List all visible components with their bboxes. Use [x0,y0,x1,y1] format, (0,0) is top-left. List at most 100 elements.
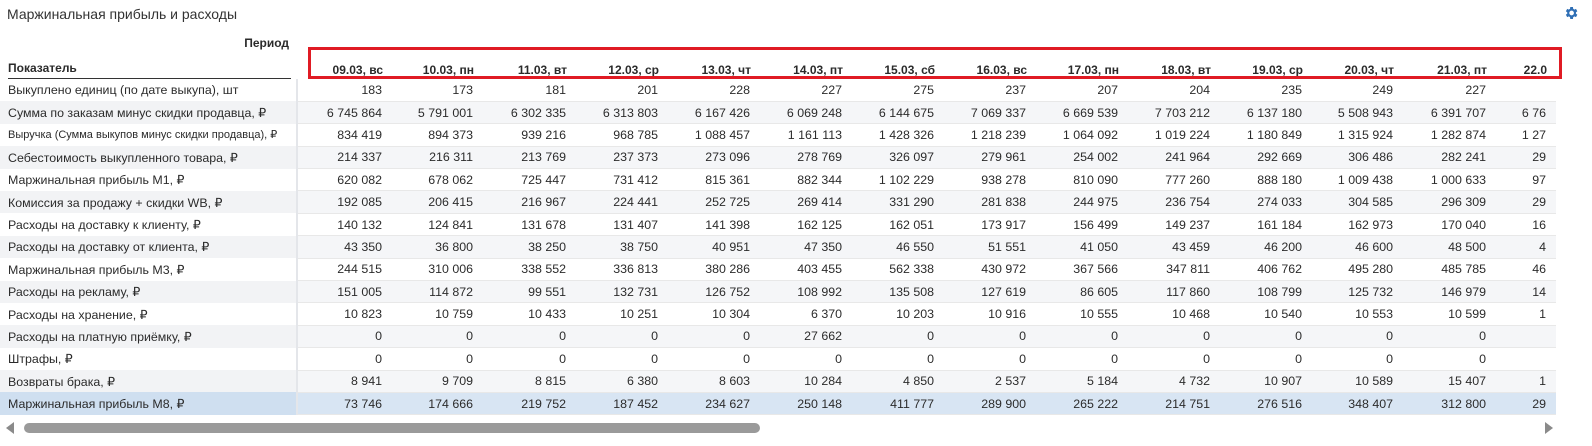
table-cell: 38 750 [576,235,668,259]
date-column-header[interactable]: 20.03, чт [1344,62,1394,77]
date-column-header[interactable]: 17.03, пн [1067,62,1119,77]
table-row[interactable]: Маржинальная прибыль М3, ₽244 515 310 006… [0,258,1556,282]
table-cell: 275 [852,79,944,102]
table-cell: 146 979 [1403,280,1496,304]
table-cell: 0 [392,347,483,371]
table-cell: 0 [944,325,1036,349]
date-column-header[interactable]: 19.03, ср [1252,62,1303,77]
table-cell: 5 508 943 [1312,101,1403,125]
table-cell: 213 769 [483,146,576,170]
table-cell: 192 085 [297,190,392,214]
table-cell: 894 373 [392,123,483,147]
table-cell: 0 [1312,347,1403,371]
row-label: Штрафы, ₽ [0,347,298,371]
date-column-header[interactable]: 16.03, вс [976,62,1027,77]
table-cell: 888 180 [1220,168,1312,192]
date-column-header[interactable]: 09.03, вс [332,62,383,77]
table-cell: 6 144 675 [852,101,944,125]
table-row[interactable]: Расходы на хранение, ₽10 823 10 759 10 433… [0,302,1556,326]
table-cell: 6 391 707 [1403,101,1496,125]
table-cell: 4 [1496,235,1556,259]
table-cell: 162 973 [1312,213,1403,237]
horizontal-scrollbar[interactable] [0,421,1574,437]
table-cell: 43 459 [1128,235,1220,259]
date-column-header[interactable]: 21.03, пт [1437,62,1487,77]
date-column-header[interactable]: 12.03, ср [608,62,659,77]
table-cell: 4 732 [1128,370,1220,393]
table-row[interactable]: Выкуплено единиц (по дате выкупа), шт 183… [0,79,1556,102]
table-cell: 306 486 [1312,146,1403,170]
table-cell: 304 585 [1312,190,1403,214]
table-cell: 126 752 [668,280,760,304]
table-cell: 46 [1496,258,1556,282]
table-row[interactable]: Себестоимость выкупленного товара, ₽214 … [0,146,1556,170]
table-row[interactable]: Штрафы, ₽0 0 0 0 0 0 0 0 0 0 0 0 0 [0,347,1556,371]
table-row[interactable]: Расходы на платную приёмку, ₽0 0 0 0 0 27 662… [0,325,1556,349]
table-row[interactable]: Выручка (Сумма выкупов минус скидки прод… [0,123,1556,147]
table-cell: 485 785 [1403,258,1496,282]
date-column-header[interactable]: 15.03, сб [884,62,935,77]
table-cell: 0 [483,347,576,371]
table-cell: 0 [576,325,668,349]
table-cell: 108 799 [1220,280,1312,304]
table-row[interactable]: Комиссия за продажу + скидки WB, ₽192 08… [0,190,1556,214]
scroll-thumb[interactable] [24,423,760,433]
table-cell: 5 184 [1036,370,1128,393]
table-cell: 1 27 [1496,123,1556,147]
table-cell: 10 553 [1312,302,1403,326]
table-cell: 0 [1036,347,1128,371]
table-row[interactable]: Расходы на доставку от клиента, ₽43 350 3… [0,235,1556,259]
row-label: Маржинальная прибыль М3, ₽ [0,258,298,281]
table-cell: 10 823 [297,302,392,326]
table-cell: 810 090 [1036,168,1128,192]
table-cell: 131 678 [483,213,576,237]
date-column-header[interactable]: 22.0 [1523,62,1547,77]
table-cell: 46 600 [1312,235,1403,259]
scroll-left-icon[interactable] [6,422,14,434]
scroll-right-icon[interactable] [1545,422,1553,434]
row-label: Себестоимость выкупленного товара, ₽ [0,146,298,169]
table-cell: 1 180 849 [1220,123,1312,147]
table-row[interactable]: Расходы на доставку к клиенту, ₽140 132 1… [0,213,1556,237]
table-row[interactable]: Возвраты брака, ₽8 941 9 709 8 815 6 380 8 6… [0,370,1556,393]
table-cell [1496,347,1556,371]
table-cell: 289 900 [944,392,1036,416]
date-column-header[interactable]: 18.03, вт [1161,62,1211,77]
table-cell: 252 725 [668,190,760,214]
table-cell: 29 [1496,190,1556,214]
table-row[interactable]: Маржинальная прибыль М1, ₽620 082 678 062… [0,168,1556,192]
table-row[interactable]: Маржинальная прибыль М8, ₽73 746 174 666 2… [0,392,1556,416]
table-row[interactable]: Сумма по заказам минус скидки продавца, … [0,101,1556,125]
date-column-header[interactable]: 11.03, вт [517,62,567,77]
table-cell: 777 260 [1128,168,1220,192]
table-cell: 1 019 224 [1128,123,1220,147]
table-cell: 1 102 229 [852,168,944,192]
table-cell: 132 731 [576,280,668,304]
table-row[interactable]: Расходы на рекламу, ₽151 005 114 872 99 55… [0,280,1556,304]
table-cell: 10 433 [483,302,576,326]
table-cell: 234 627 [668,392,760,416]
row-label: Маржинальная прибыль М8, ₽ [0,392,298,415]
table-cell: 331 290 [852,190,944,214]
date-column-header[interactable]: 13.03, чт [701,62,751,77]
table-cell: 0 [668,325,760,349]
table-cell: 338 552 [483,258,576,282]
table-cell: 40 951 [668,235,760,259]
table-cell: 278 769 [760,146,852,170]
table-cell: 403 455 [760,258,852,282]
gear-icon[interactable] [1563,5,1579,21]
table-cell: 411 777 [852,392,944,416]
date-column-header[interactable]: 14.03, пт [793,62,843,77]
table-cell: 725 447 [483,168,576,192]
table-cell: 125 732 [1312,280,1403,304]
table-cell: 6 302 335 [483,101,576,125]
date-column-header[interactable]: 10.03, пн [422,62,474,77]
table-cell: 1 064 092 [1036,123,1128,147]
table-cell: 214 337 [297,146,392,170]
table-cell: 0 [760,347,852,371]
table-cell: 236 754 [1128,190,1220,214]
indicator-header[interactable]: Показатель [0,52,297,79]
table-cell: 224 441 [576,190,668,214]
table-cell: 620 082 [297,168,392,192]
row-label: Расходы на доставку от клиента, ₽ [0,235,298,259]
